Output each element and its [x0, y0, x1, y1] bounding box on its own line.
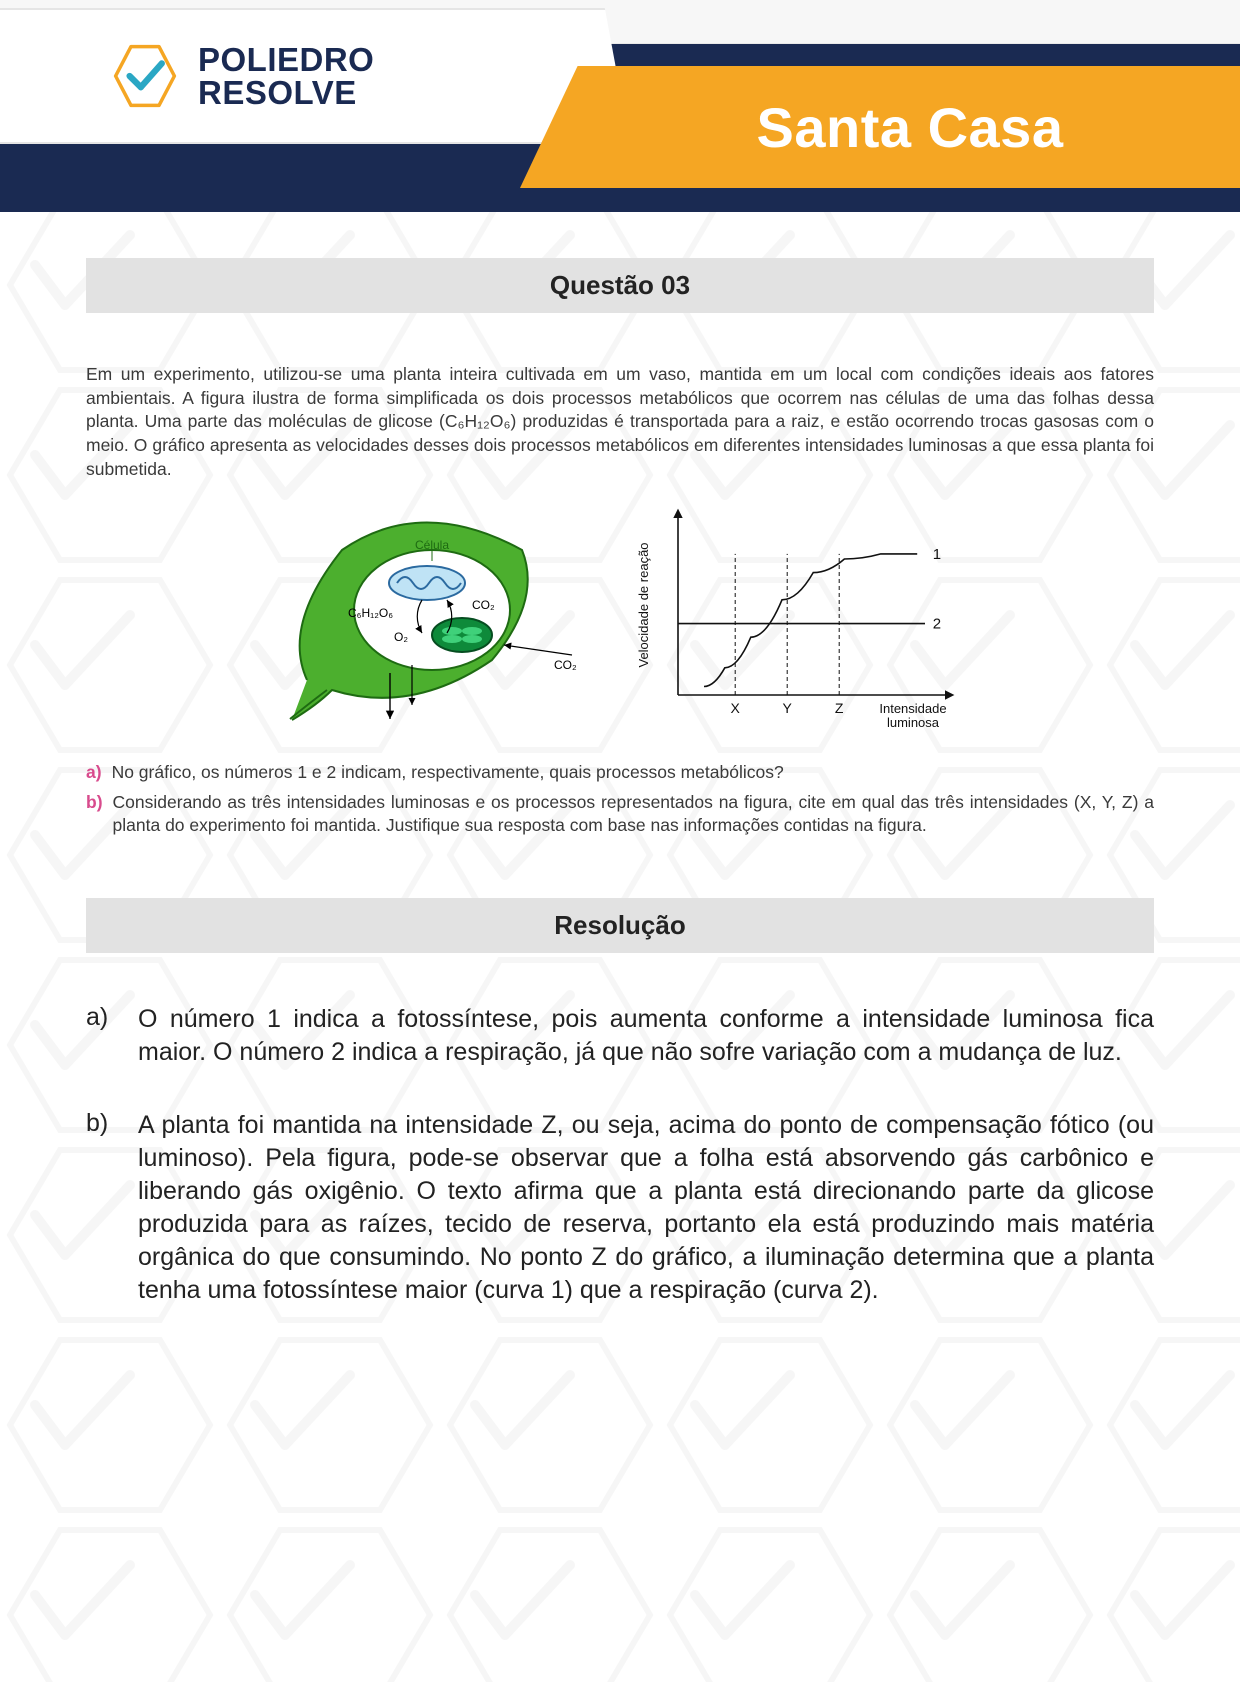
sub-a-marker: a) [86, 761, 102, 785]
header-navy-band: POLIEDRO RESOLVE Santa Casa [0, 44, 1240, 212]
chart-y-label: Velocidade de reação [636, 543, 651, 668]
answer-a-text: O número 1 indica a fotossíntese, pois a… [138, 1003, 1154, 1069]
figures-row: Célula CO₂ O₂ C₆H₁₂O₆ [86, 505, 1154, 735]
svg-text:Z: Z [835, 700, 844, 716]
exam-title-tab: Santa Casa [520, 66, 1240, 188]
logo-card: POLIEDRO RESOLVE [0, 8, 630, 144]
chart-x-label-2: luminosa [887, 715, 940, 730]
sub-question-b: b) Considerando as três intensidades lum… [86, 791, 1154, 838]
answer-b: b) A planta foi mantida na intensidade Z… [86, 1109, 1154, 1307]
label-o2: O₂ [394, 630, 408, 644]
chart-x-label-1: Intensidade [879, 701, 946, 716]
logo-line-1: POLIEDRO [198, 43, 374, 76]
resolution-heading: Resolução [86, 898, 1154, 953]
logo-line-2: RESOLVE [198, 76, 374, 109]
svg-text:2: 2 [933, 616, 941, 633]
resolution-section: Resolução a) O número 1 indica a fotossí… [86, 898, 1154, 1307]
answer-b-marker: b) [86, 1109, 120, 1307]
question-body: Em um experimento, utilizou-se uma plant… [86, 363, 1154, 481]
label-co2-internal: CO₂ [472, 598, 495, 612]
svg-text:1: 1 [933, 546, 941, 563]
sub-b-marker: b) [86, 791, 103, 838]
logo-text: POLIEDRO RESOLVE [198, 43, 374, 109]
page-header: POLIEDRO RESOLVE Santa Casa [0, 0, 1240, 212]
answer-a: a) O número 1 indica a fotossíntese, poi… [86, 1003, 1154, 1069]
reaction-rate-chart: Velocidade de reação Intensidade luminos… [628, 505, 968, 735]
poliedro-logo-icon [110, 41, 180, 111]
sub-a-text: No gráfico, os números 1 e 2 indicam, re… [112, 761, 784, 785]
answer-b-text: A planta foi mantida na intensidade Z, o… [138, 1109, 1154, 1307]
exam-title: Santa Casa [757, 95, 1064, 160]
leaf-cell-diagram: Célula CO₂ O₂ C₆H₁₂O₆ [272, 505, 592, 725]
page-content: Questão 03 Em um experimento, utilizou-s… [0, 212, 1240, 1347]
label-cell: Célula [415, 538, 449, 552]
answer-a-marker: a) [86, 1003, 120, 1069]
label-co2-external: CO₂ [554, 658, 577, 672]
sub-question-a: a) No gráfico, os números 1 e 2 indicam,… [86, 761, 1154, 785]
label-glucose: C₆H₁₂O₆ [348, 606, 393, 620]
sub-b-text: Considerando as três intensidades lumino… [113, 791, 1154, 838]
svg-text:Y: Y [783, 700, 793, 716]
question-heading: Questão 03 [86, 258, 1154, 313]
svg-text:X: X [731, 700, 741, 716]
